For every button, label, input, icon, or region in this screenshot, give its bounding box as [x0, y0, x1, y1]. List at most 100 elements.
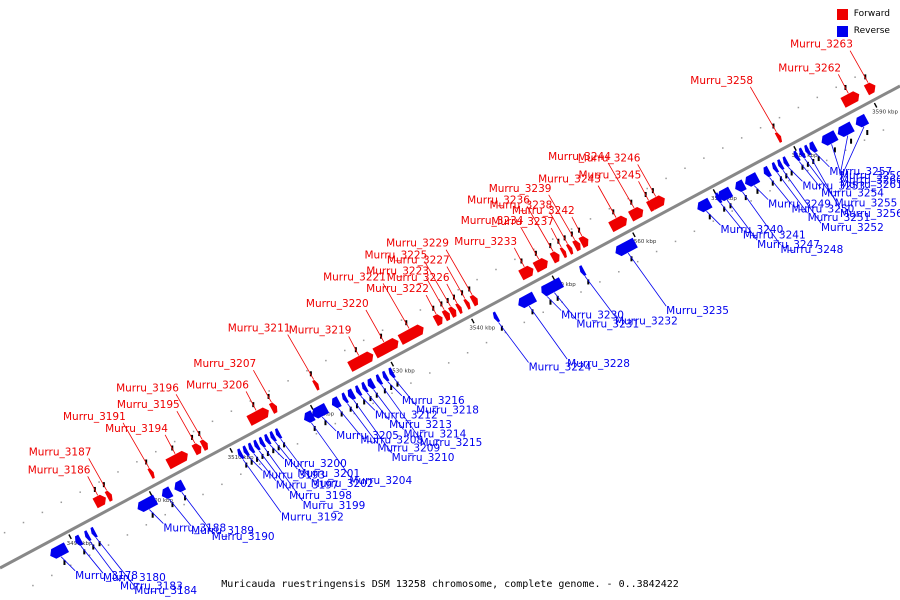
gene-marker: [708, 214, 711, 220]
label-leader-line: [849, 50, 869, 83]
gene-label: Murru_3223: [366, 266, 429, 278]
label-leader-line: [815, 152, 830, 168]
track-dot: [476, 278, 478, 281]
gene-marker: [250, 459, 253, 465]
track-dot: [287, 380, 289, 382]
reverse-gene-arrow: [253, 439, 261, 451]
label-leader-line: [798, 161, 822, 189]
gene-label: Murru_3190: [212, 531, 275, 543]
forward-gene-arrow: [863, 82, 876, 96]
forward-gene-arrow: [463, 298, 471, 310]
reverse-gene-arrow: [541, 277, 565, 296]
label-leader-line: [258, 450, 290, 491]
track-dot: [88, 554, 91, 556]
chromosome-axis: [0, 84, 900, 570]
track-dot: [164, 513, 166, 516]
track-dot: [107, 544, 110, 546]
scale-tick: [551, 275, 556, 281]
gene-marker: [549, 243, 552, 249]
track-dot: [684, 167, 686, 170]
track-dot: [240, 473, 242, 475]
gene-label: Murru_3246: [578, 152, 641, 164]
gene-label: Murru_3233: [454, 236, 517, 248]
label-leader-line: [809, 155, 841, 209]
label-leader-line: [831, 144, 841, 172]
gene-marker: [245, 462, 248, 468]
scale-tick-label: 3590 kbp: [872, 110, 898, 116]
track-dot: [344, 349, 346, 352]
scale-tick: [229, 447, 233, 453]
track-dot: [325, 359, 327, 362]
label-leader-line: [720, 203, 744, 231]
reverse-gene-arrow: [782, 156, 790, 168]
gene-label: Murru_3249: [768, 199, 831, 211]
gene-label: Murru_3247: [757, 239, 820, 251]
scale-tick-label: 3540 kbp: [469, 325, 495, 331]
track-dot: [731, 210, 733, 212]
legend: Forward Reverse: [836, 8, 890, 42]
label-leader-line: [424, 261, 451, 307]
track-dot: [41, 511, 44, 514]
reverse-gene-arrow: [718, 186, 734, 202]
label-leader-line: [607, 162, 635, 209]
gene-marker: [63, 559, 66, 565]
label-leader-line: [348, 336, 360, 356]
track-dot: [807, 169, 809, 172]
track-dot: [51, 574, 53, 577]
gene-marker: [340, 411, 343, 417]
gene-marker: [556, 295, 559, 301]
gene-label: Murru_3251: [808, 212, 871, 224]
forward-gene-arrow: [559, 247, 567, 259]
forward-gene-arrow: [608, 215, 628, 233]
gene-marker: [587, 279, 590, 285]
gene-marker: [570, 231, 573, 237]
label-leader-line: [95, 537, 135, 587]
forward-gene-arrow: [441, 309, 451, 322]
gene-label: Murru_3255: [835, 198, 898, 210]
gene-label: Murru_3211: [228, 323, 291, 335]
reverse-gene-arrow: [84, 530, 92, 542]
gene-label: Murru_3207: [193, 358, 256, 370]
label-leader-line: [546, 296, 562, 311]
gene-marker: [729, 203, 732, 209]
scale-tick: [148, 491, 153, 497]
label-leader-line: [726, 199, 758, 241]
label-leader-line: [373, 389, 404, 430]
gene-marker: [405, 320, 408, 326]
gene-label: Murru_3221: [323, 271, 386, 283]
gene-marker: [369, 396, 372, 402]
gene-marker: [283, 442, 286, 448]
track-dot: [646, 187, 648, 190]
label-leader-line: [275, 441, 298, 470]
track-dot: [523, 321, 526, 324]
gene-label: Murru_3197: [276, 480, 339, 492]
label-leader-line: [804, 158, 835, 199]
gene-label: Murru_3242: [512, 205, 575, 217]
reverse-gene-arrow: [50, 542, 70, 559]
label-leader-line: [839, 135, 849, 176]
track-dot: [504, 331, 507, 334]
track-dot: [618, 271, 620, 273]
reverse-gene-arrow: [615, 237, 638, 257]
label-leader-line: [311, 422, 350, 477]
forward-gene-arrow: [774, 132, 783, 143]
forward-swatch: [836, 8, 848, 20]
track-dot: [551, 238, 554, 240]
gene-marker: [145, 459, 148, 465]
reverse-gene-arrow: [247, 442, 256, 454]
forward-gene-arrow: [518, 265, 534, 281]
gene-marker: [355, 403, 358, 409]
reverse-gene-arrow: [837, 121, 855, 138]
label-leader-line: [548, 194, 576, 240]
gene-label: Murru_3262: [778, 62, 841, 74]
label-leader-line: [425, 294, 437, 315]
reverse-gene-arrow: [161, 486, 174, 500]
track-dot: [249, 400, 252, 402]
track-dot: [362, 339, 365, 342]
reverse-gene-arrow: [763, 165, 772, 178]
gene-marker: [833, 147, 836, 153]
track-dot: [268, 390, 270, 392]
gene-marker: [98, 541, 101, 547]
label-leader-line: [637, 164, 657, 197]
